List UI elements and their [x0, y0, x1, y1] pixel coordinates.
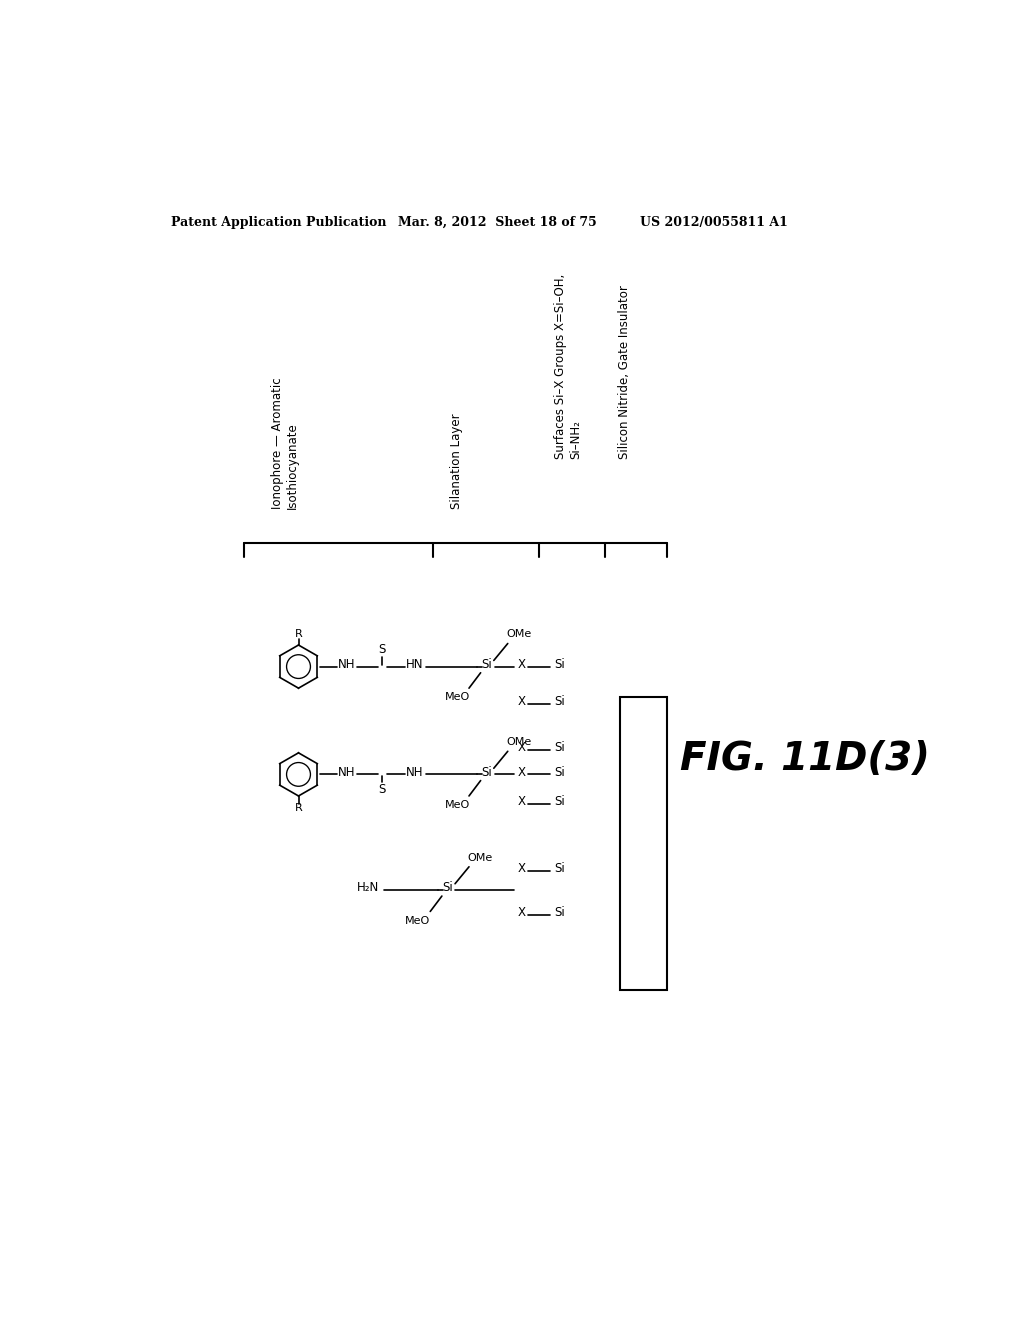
Text: US 2012/0055811 A1: US 2012/0055811 A1: [640, 216, 787, 230]
Text: HN: HN: [406, 657, 424, 671]
Text: Si: Si: [481, 657, 493, 671]
Text: R: R: [295, 630, 302, 639]
Text: H₂N: H₂N: [357, 880, 379, 894]
Text: Si: Si: [554, 906, 565, 919]
Text: Si: Si: [554, 766, 565, 779]
Text: Mar. 8, 2012  Sheet 18 of 75: Mar. 8, 2012 Sheet 18 of 75: [397, 216, 596, 230]
Text: X: X: [518, 741, 525, 754]
Text: X: X: [518, 694, 525, 708]
Text: Si: Si: [554, 657, 565, 671]
Text: Surfaces Si–X Groups X=Si–OH,
Si–NH₂: Surfaces Si–X Groups X=Si–OH, Si–NH₂: [554, 273, 583, 459]
Text: NH: NH: [406, 766, 424, 779]
Text: OMe: OMe: [467, 853, 493, 862]
Text: X: X: [518, 795, 525, 808]
Text: X: X: [518, 906, 525, 919]
Text: R: R: [295, 804, 302, 813]
Text: Si: Si: [554, 862, 565, 875]
Text: Si: Si: [442, 880, 453, 894]
Text: Ionophore — Aromatic
Isothiocyanate: Ionophore — Aromatic Isothiocyanate: [271, 378, 299, 508]
Text: Si: Si: [554, 694, 565, 708]
Bar: [621, 697, 667, 990]
Text: X: X: [518, 657, 525, 671]
Text: Si: Si: [554, 741, 565, 754]
Text: Si: Si: [481, 766, 493, 779]
Text: X: X: [518, 862, 525, 875]
Text: OMe: OMe: [507, 737, 532, 747]
Text: Patent Application Publication: Patent Application Publication: [171, 216, 386, 230]
Text: OMe: OMe: [507, 630, 532, 639]
Text: FIG. 11D(3): FIG. 11D(3): [680, 741, 930, 777]
Text: NH: NH: [338, 657, 355, 671]
Text: MeO: MeO: [404, 916, 430, 925]
Text: X: X: [518, 766, 525, 779]
Text: Si: Si: [554, 795, 565, 808]
Text: Silanation Layer: Silanation Layer: [450, 413, 463, 508]
Text: MeO: MeO: [444, 800, 470, 810]
Text: S: S: [379, 783, 386, 796]
Text: NH: NH: [338, 766, 355, 779]
Text: S: S: [379, 643, 386, 656]
Text: MeO: MeO: [444, 693, 470, 702]
Text: Silicon Nitride, Gate Insulator: Silicon Nitride, Gate Insulator: [617, 285, 631, 459]
